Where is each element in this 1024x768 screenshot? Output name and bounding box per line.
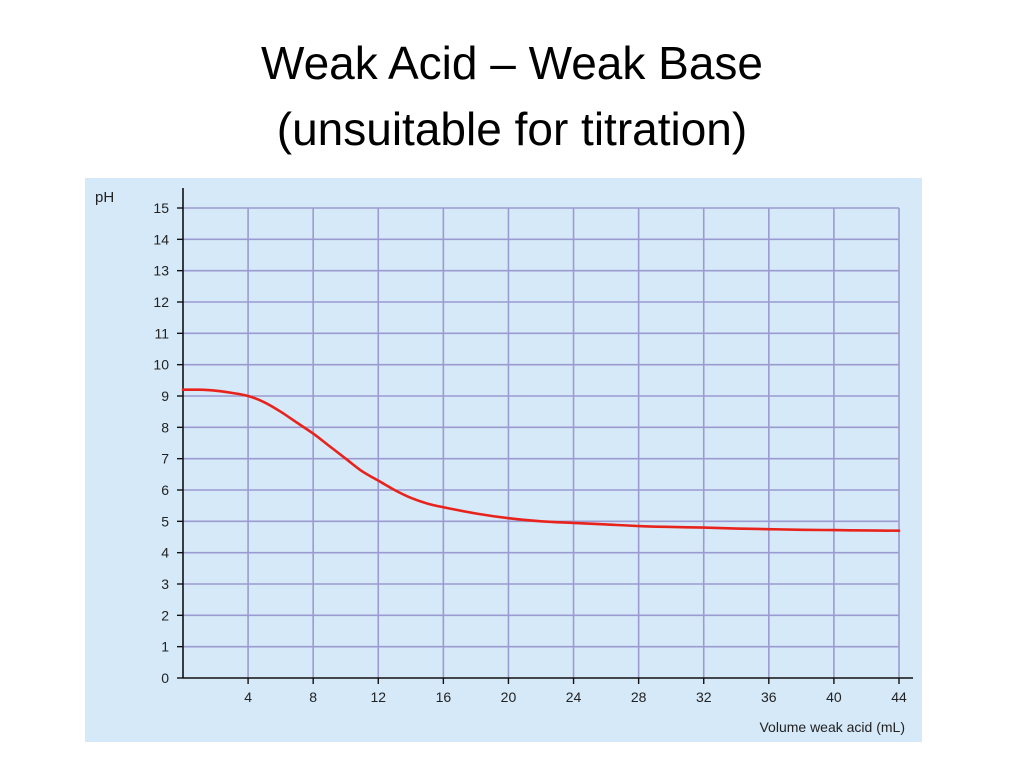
y-tick-label: 9	[161, 388, 169, 404]
x-tick-label: 40	[826, 689, 842, 705]
y-tick-label: 7	[161, 451, 169, 467]
title-line-1: Weak Acid – Weak Base	[260, 37, 763, 89]
x-tick-label: 12	[370, 689, 386, 705]
series-line	[181, 388, 901, 533]
y-tick-label: 1	[161, 639, 169, 655]
x-tick-label: 32	[696, 689, 712, 705]
y-tick-label: 12	[153, 294, 169, 310]
y-tick-label: 14	[153, 231, 169, 247]
y-tick-label: 3	[161, 576, 169, 592]
x-tick-label: 36	[761, 689, 777, 705]
y-tick-label: 0	[161, 670, 169, 686]
y-tick-label: 11	[154, 325, 169, 341]
x-tick-label: 20	[501, 689, 517, 705]
x-tick-label: 8	[309, 689, 317, 705]
series-layer	[181, 388, 901, 533]
y-tick-label: 8	[161, 419, 169, 435]
slide-title: Weak Acid – Weak Base (unsuitable for ti…	[0, 30, 1024, 162]
y-tick-label: 10	[153, 357, 169, 373]
chart-panel: 0 1 2 3 4 5 6 7 8 9 10 11 12 13 14 15 4 8 12 16 20 24 28 32 36 40…	[85, 178, 922, 742]
y-tick-label: 15	[153, 200, 169, 216]
y-tick-label: 4	[161, 545, 169, 561]
x-tick-label: 16	[436, 689, 452, 705]
x-axis-label: Volume weak acid (mL)	[759, 719, 905, 735]
y-tick-label: 13	[153, 263, 169, 279]
y-tick-label: 6	[161, 482, 169, 498]
y-tick-label: 5	[161, 513, 169, 529]
title-line-2: (unsuitable for titration)	[276, 103, 748, 155]
x-tick-label: 44	[891, 689, 907, 705]
axes	[177, 188, 913, 684]
x-tick-label: 24	[566, 689, 582, 705]
x-tick-label: 28	[631, 689, 647, 705]
y-axis-label: pH	[95, 189, 114, 206]
grid-lines	[183, 207, 900, 678]
x-tick-label: 4	[244, 689, 252, 705]
y-tick-label: 2	[161, 607, 169, 623]
